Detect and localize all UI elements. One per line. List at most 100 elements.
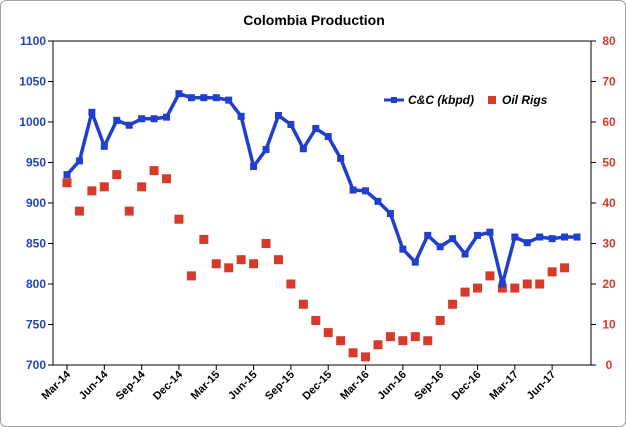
cc-point — [523, 239, 531, 247]
cc-point — [212, 94, 220, 102]
x-tick-label: Sep-14 — [114, 368, 149, 403]
cc-series — [63, 90, 581, 288]
rig-point — [435, 315, 445, 325]
rig-point — [137, 182, 147, 192]
left-tick-label: 1050 — [19, 75, 46, 89]
x-tick-label: Dec-14 — [151, 368, 186, 403]
cc-point — [163, 113, 171, 121]
cc-point — [225, 96, 233, 104]
cc-point — [473, 231, 481, 239]
rig-point — [410, 332, 420, 342]
cc-point — [88, 108, 96, 116]
cc-point — [274, 112, 282, 120]
left-tick-label: 1100 — [20, 34, 46, 48]
rig-point — [448, 299, 458, 309]
cc-point — [436, 243, 444, 251]
rig-point — [373, 340, 383, 350]
rig-point — [286, 279, 296, 289]
right-tick-label: 80 — [602, 34, 616, 48]
cc-point — [449, 235, 457, 243]
cc-point — [486, 228, 494, 236]
rig-point — [535, 279, 545, 289]
x-tick-label: Jun-15 — [226, 369, 260, 403]
rig-point — [472, 283, 482, 293]
rig-point — [62, 178, 72, 188]
x-tick-label: Mar-17 — [487, 369, 521, 403]
right-tick-label: 60 — [602, 115, 616, 129]
right-tick-label: 20 — [602, 277, 616, 291]
right-tick-label: 30 — [602, 237, 616, 251]
left-tick-label: 900 — [26, 196, 46, 210]
cc-point — [312, 124, 320, 132]
right-tick-label: 50 — [602, 156, 616, 170]
rig-point — [323, 328, 333, 338]
x-tick-label: Jun-16 — [375, 369, 409, 403]
cc-point — [125, 121, 133, 129]
cc-point — [411, 258, 419, 266]
cc-point — [187, 94, 195, 102]
cc-point — [75, 157, 83, 165]
cc-point — [250, 163, 258, 171]
cc-point — [299, 145, 307, 153]
rig-point — [485, 271, 495, 281]
right-tick-label: 40 — [602, 196, 616, 210]
rig-point — [174, 214, 184, 224]
right-tick-label: 0 — [606, 358, 613, 372]
cc-point — [511, 233, 519, 241]
rig-point — [298, 299, 308, 309]
rig-point — [87, 186, 97, 196]
oil-rigs-series — [62, 166, 570, 362]
cc-point — [337, 154, 345, 162]
left-tick-label: 850 — [26, 237, 46, 251]
rig-point — [124, 206, 134, 216]
rig-point — [361, 352, 371, 362]
cc-point — [561, 233, 569, 241]
rig-point — [311, 315, 321, 325]
rig-point — [261, 239, 271, 248]
right-tick-label: 70 — [602, 75, 616, 89]
rig-point — [273, 255, 283, 265]
x-tick-label: Sep-16 — [412, 369, 446, 403]
left-tick-label: 800 — [26, 277, 46, 291]
cc-point — [100, 142, 108, 150]
rig-point — [112, 170, 122, 180]
rig-point — [522, 279, 532, 289]
rig-point — [236, 255, 246, 265]
rig-point — [547, 267, 557, 277]
legend-cc-marker — [391, 97, 397, 103]
x-axis-ticks: Mar-14 Jun-14 Sep-14 Dec-14 Mar-15 Jun-15 Sep-… — [40, 365, 558, 403]
x-tick-label: Dec-16 — [450, 369, 484, 403]
x-tick-label: Dec-15 — [300, 369, 334, 403]
rig-point — [497, 283, 507, 293]
rig-point — [423, 336, 433, 346]
chart-title: Colombia Production — [243, 12, 385, 28]
x-tick-label: Mar-16 — [338, 369, 372, 403]
rig-point — [149, 166, 159, 176]
left-tick-label: 750 — [26, 318, 46, 332]
right-axis-ticks: 0 10 20 30 40 50 60 70 80 — [591, 34, 616, 372]
rig-point — [224, 263, 234, 273]
x-tick-label: Mar-15 — [189, 369, 223, 403]
cc-point — [113, 116, 121, 124]
cc-point — [362, 187, 370, 195]
cc-point — [573, 233, 581, 241]
rig-point — [336, 336, 346, 346]
left-axis-ticks: 700 750 800 850 900 950 1000 1050 1100 — [19, 34, 53, 372]
rig-point — [211, 259, 221, 269]
cc-point — [63, 171, 71, 179]
rig-point — [249, 259, 259, 269]
cc-point — [386, 210, 394, 218]
cc-point — [150, 115, 158, 123]
rig-point — [162, 174, 172, 184]
legend-cc-label: C&C (kbpd) — [408, 93, 474, 107]
cc-point — [324, 133, 332, 141]
rig-point — [460, 287, 470, 297]
cc-point — [237, 112, 245, 120]
cc-point — [536, 233, 544, 241]
cc-point — [200, 94, 208, 102]
legend: C&C (kbpd) Oil Rigs — [384, 93, 548, 107]
rig-point — [74, 206, 84, 216]
cc-point — [424, 231, 432, 239]
